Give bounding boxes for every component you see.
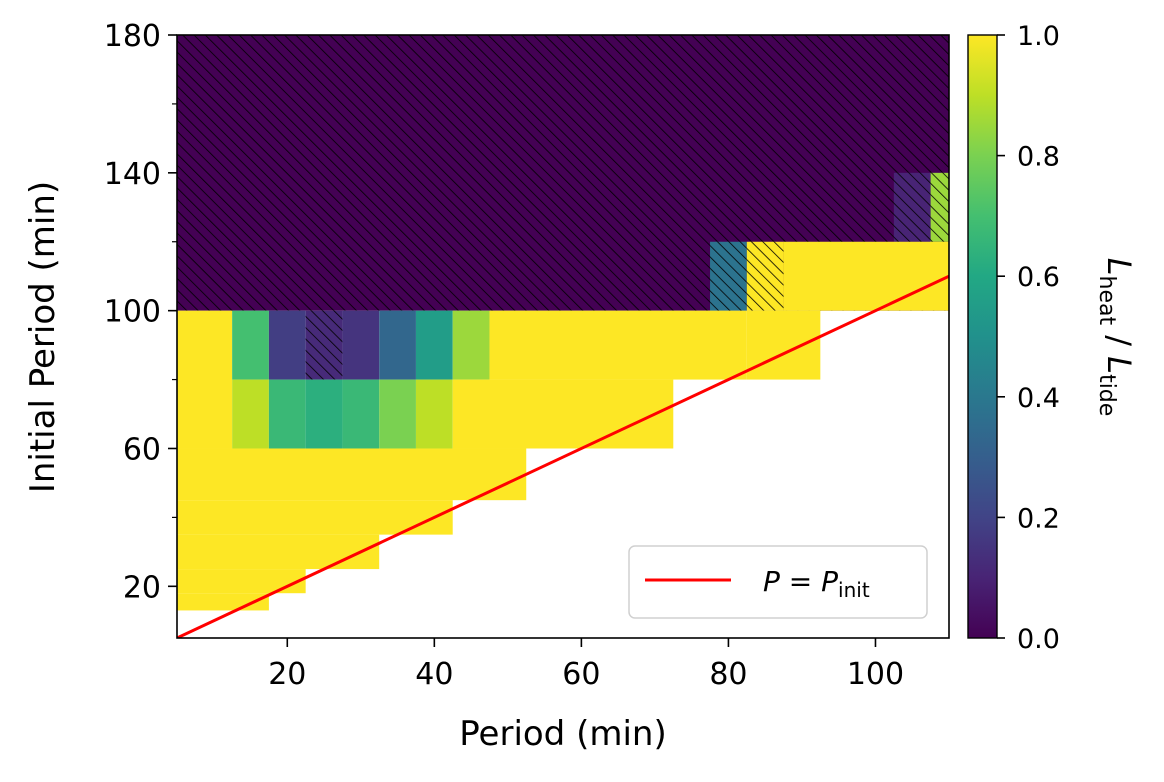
- reference-line-group: [177, 274, 949, 638]
- legend-box: [628, 545, 928, 619]
- y-tick-label: 60: [123, 432, 161, 467]
- legend: P = Pinit: [628, 545, 928, 619]
- colorbar: 0.0 0.2 0.4 0.6 0.8 1.0 Lheat / Ltide: [967, 21, 1138, 655]
- x-tick-label: 80: [709, 657, 747, 692]
- reference-line: [177, 274, 949, 638]
- colorbar-ticks: 0.0 0.2 0.4 0.6 0.8 1.0: [997, 21, 1060, 655]
- y-tick-label: 100: [104, 295, 161, 330]
- x-tick-label: 100: [847, 657, 904, 692]
- heatmap-cell: [415, 310, 453, 380]
- heatmap-cell: [342, 379, 380, 449]
- heatmap-cell: [177, 448, 527, 501]
- colorbar-tick-label: 0.8: [1017, 142, 1060, 173]
- colorbar-label: Lheat / Ltide: [1094, 258, 1138, 417]
- heatmap-cell-hatch: [893, 172, 931, 242]
- heatmap-cell: [452, 310, 490, 380]
- heatmap-cell: [177, 310, 233, 449]
- colorbar-tick-label: 0.0: [1017, 624, 1060, 655]
- heatmap-cell: [783, 241, 949, 311]
- heatmap-cell: [177, 569, 306, 594]
- colorbar-tick-label: 1.0: [1017, 21, 1060, 52]
- heatmap-cell: [305, 379, 343, 449]
- heatmap-cells: [177, 35, 949, 611]
- heatmap-cell: [452, 379, 674, 449]
- colorbar-gradient: [967, 34, 998, 639]
- colorbar-label-main: L: [1100, 258, 1138, 276]
- legend-label: P = Pinit: [763, 565, 870, 602]
- colorbar-label-sub1: heat: [1094, 276, 1119, 326]
- heatmap-cell: [268, 379, 306, 449]
- heatmap-cell: [415, 379, 453, 449]
- y-axis-label: Initial Period (min): [23, 181, 63, 493]
- heatmap-cell: [177, 534, 380, 570]
- x-axis-label: Period (min): [459, 714, 666, 754]
- heatmap-cell: [489, 310, 747, 380]
- heatmap-cell: [342, 310, 380, 380]
- colorbar-label-sub2: tide: [1094, 374, 1119, 416]
- plot-frame: [176, 34, 950, 639]
- y-tick-label: 140: [104, 157, 161, 192]
- heatmap-cell-hatch: [305, 310, 343, 380]
- heatmap-cell: [268, 310, 306, 380]
- x-tick-label: 60: [562, 657, 600, 692]
- colorbar-tick-label: 0.6: [1017, 262, 1060, 293]
- y-axis: 20 60 100 140 180: [104, 19, 177, 605]
- colorbar-label-main2: L: [1100, 356, 1138, 374]
- heatmap-cell-hatch: [746, 241, 784, 311]
- colorbar-tick-label: 0.4: [1017, 383, 1060, 414]
- heatmap-cell-hatch: [930, 172, 949, 242]
- y-tick-label: 20: [123, 570, 161, 605]
- heatmap-cell: [379, 310, 416, 380]
- heatmap-cell: [379, 379, 416, 449]
- legend-label-sub: init: [838, 578, 870, 602]
- colorbar-tick-label: 0.2: [1017, 503, 1060, 534]
- heatmap-cell: [232, 379, 269, 449]
- heatmap-cell: [746, 310, 821, 380]
- legend-label-main: P = P: [763, 565, 838, 598]
- heatmap-cell-hatch: [710, 241, 747, 311]
- colorbar-label-sep: /: [1100, 325, 1138, 356]
- x-axis: 20 40 60 80 100: [268, 638, 904, 692]
- x-tick-label: 20: [268, 657, 306, 692]
- y-tick-label: 180: [104, 19, 161, 54]
- x-tick-label: 40: [415, 657, 453, 692]
- heatmap-cell: [232, 310, 269, 380]
